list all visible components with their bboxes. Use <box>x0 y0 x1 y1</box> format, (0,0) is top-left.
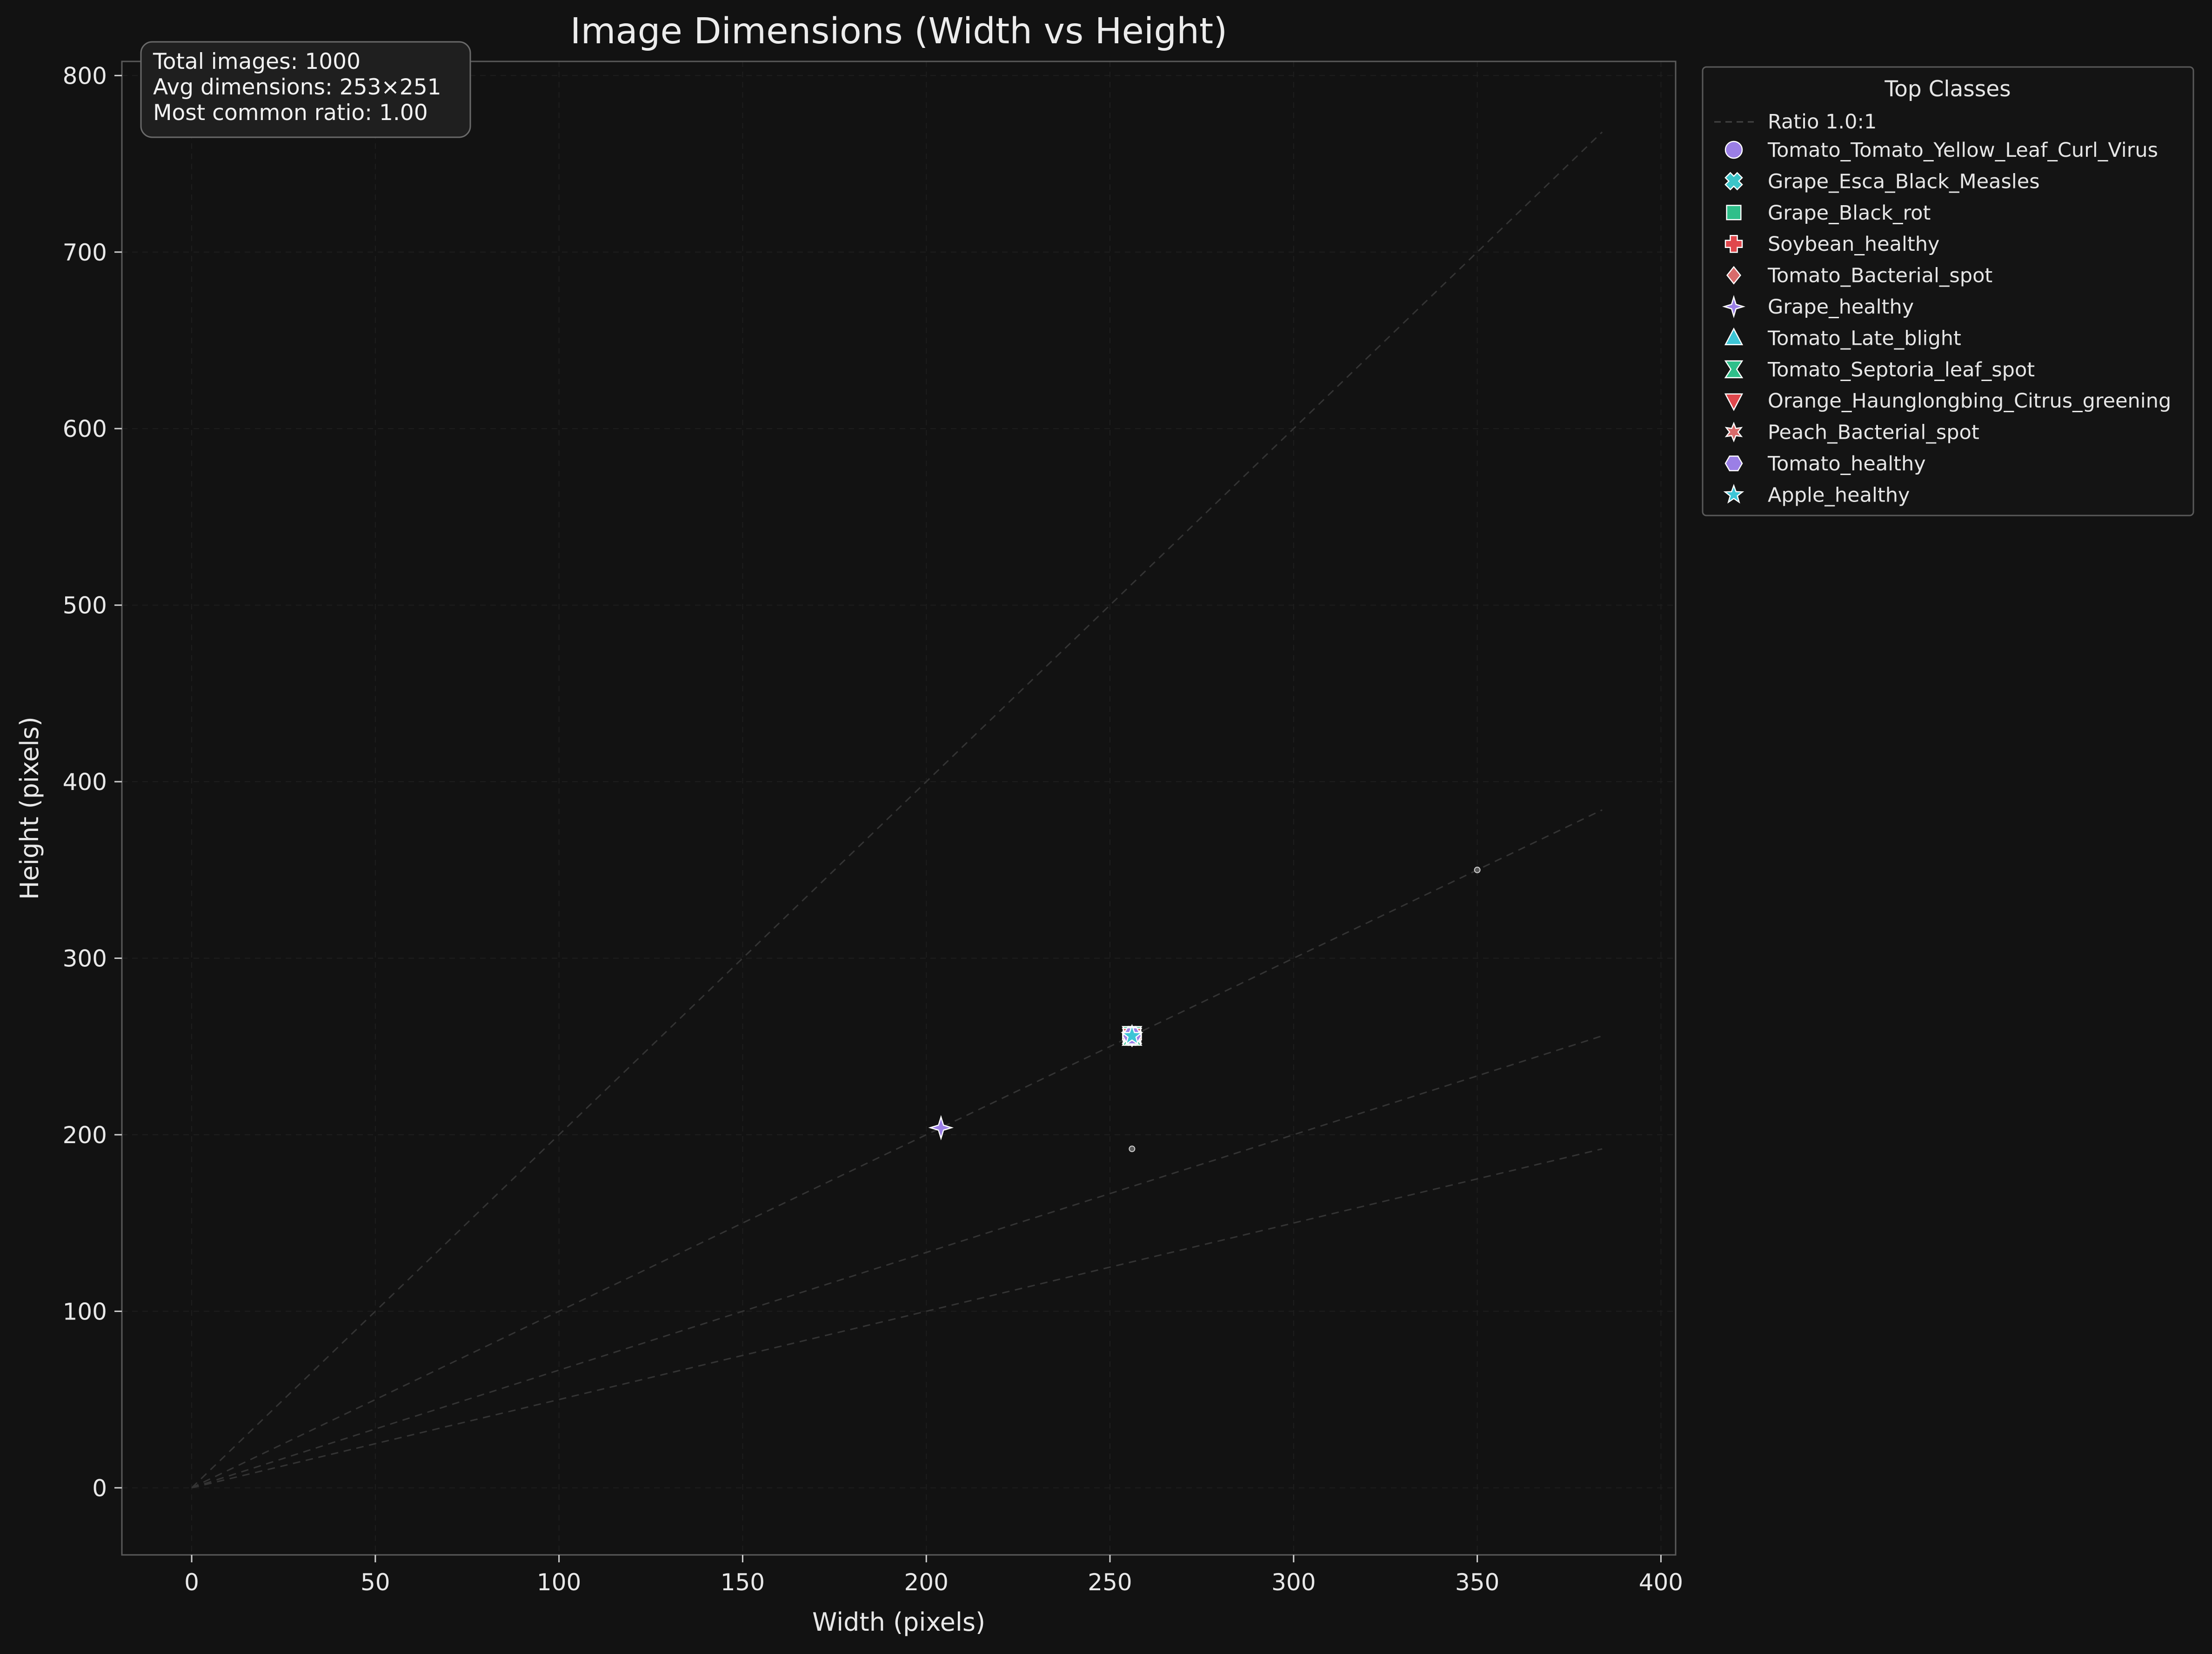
stat-avg-dimensions: Avg dimensions: 253×251 <box>153 74 441 100</box>
legend-label: Grape_healthy <box>1768 295 1914 319</box>
grid <box>122 61 1676 1555</box>
stat-common-ratio: Most common ratio: 1.00 <box>153 100 428 126</box>
y-tick-label: 100 <box>63 1298 107 1325</box>
y-tick-label: 200 <box>63 1122 107 1149</box>
legend-label: Grape_Esca_Black_Measles <box>1768 170 2040 193</box>
y-tick-label: 300 <box>63 945 107 972</box>
point-apple-healthy <box>1121 1024 1143 1046</box>
other-point <box>1474 866 1481 873</box>
legend-marker <box>1722 295 1746 319</box>
legend-label: Grape_Black_rot <box>1768 201 1931 225</box>
stats-box: Total images: 1000 Avg dimensions: 253×2… <box>140 41 471 138</box>
legend-frame <box>1702 66 2194 516</box>
y-tick-label: 0 <box>92 1475 107 1502</box>
legend-marker <box>1724 360 1744 379</box>
x-tick-label: 250 <box>1088 1569 1132 1596</box>
y-tick-label: 700 <box>63 239 107 266</box>
other-point <box>1129 1145 1136 1152</box>
legend-marker <box>1724 422 1743 442</box>
x-tick-label: 400 <box>1639 1569 1683 1596</box>
x-tick-label: 50 <box>361 1569 390 1596</box>
data-points <box>928 866 1481 1152</box>
legend-label: Tomato_Septoria_leaf_spot <box>1767 358 2035 382</box>
stats-box-frame <box>140 41 471 138</box>
x-tick-label: 100 <box>537 1569 581 1596</box>
x-tick-label: 200 <box>904 1569 949 1596</box>
legend-label: Orange_Haunglongbing_Citrus_greening <box>1768 389 2171 413</box>
ratio-line <box>191 131 1603 1488</box>
ratio-lines <box>191 131 1603 1489</box>
legend-label: Peach_Bacterial_spot <box>1768 421 1979 444</box>
y-tick-label: 400 <box>63 769 107 796</box>
legend-marker <box>1724 234 1743 253</box>
x-tick-label: 350 <box>1455 1569 1499 1596</box>
legend-marker <box>1724 455 1743 471</box>
legend-marker <box>1724 141 1743 159</box>
ratio-line <box>191 1148 1603 1489</box>
legend-marker <box>1726 205 1742 221</box>
legend-marker <box>1724 327 1744 346</box>
legend-label: Soybean_healthy <box>1768 233 1939 256</box>
point-grape-healthy <box>928 1115 954 1141</box>
axis-ticks: 0 50 100 150 200 250 300 350 400 0 100 200 300 400 500… <box>63 62 1684 1596</box>
ratio-line <box>191 809 1603 1489</box>
legend-ratio-label: Ratio 1.0:1 <box>1768 110 1877 134</box>
legend-label: Apple_healthy <box>1768 483 1910 507</box>
legend-label: Tomato_healthy <box>1767 452 1926 475</box>
chart-title: Image Dimensions (Width vs Height) <box>570 11 1227 52</box>
y-axis-label: Height (pixels) <box>15 717 44 900</box>
stat-total-images: Total images: 1000 <box>153 49 361 74</box>
x-axis-label: Width (pixels) <box>812 1607 985 1637</box>
legend-marker <box>1724 172 1743 191</box>
legend-label: Tomato_Bacterial_spot <box>1767 264 1992 288</box>
x-tick-label: 150 <box>721 1569 765 1596</box>
y-tick-label: 500 <box>63 592 107 619</box>
legend-label: Tomato_Late_blight <box>1767 327 1961 350</box>
plot-frame <box>121 60 1677 1556</box>
legend-marker <box>1726 266 1742 285</box>
legend-entries: Tomato_Tomato_Yellow_Leaf_Curl_Virus Grap… <box>1722 139 2171 507</box>
x-tick-label: 0 <box>184 1569 199 1596</box>
legend-title: Top Classes <box>1884 76 2011 102</box>
legend-marker <box>1724 393 1744 411</box>
y-tick-label: 600 <box>63 415 107 442</box>
legend-marker <box>1723 483 1744 504</box>
x-tick-label: 300 <box>1271 1569 1316 1596</box>
legend-label: Tomato_Tomato_Yellow_Leaf_Curl_Virus <box>1767 139 2158 162</box>
y-tick-label: 800 <box>63 62 107 89</box>
legend: Top Classes Ratio 1.0:1 Tomato_Tomato_Ye… <box>1702 66 2194 516</box>
